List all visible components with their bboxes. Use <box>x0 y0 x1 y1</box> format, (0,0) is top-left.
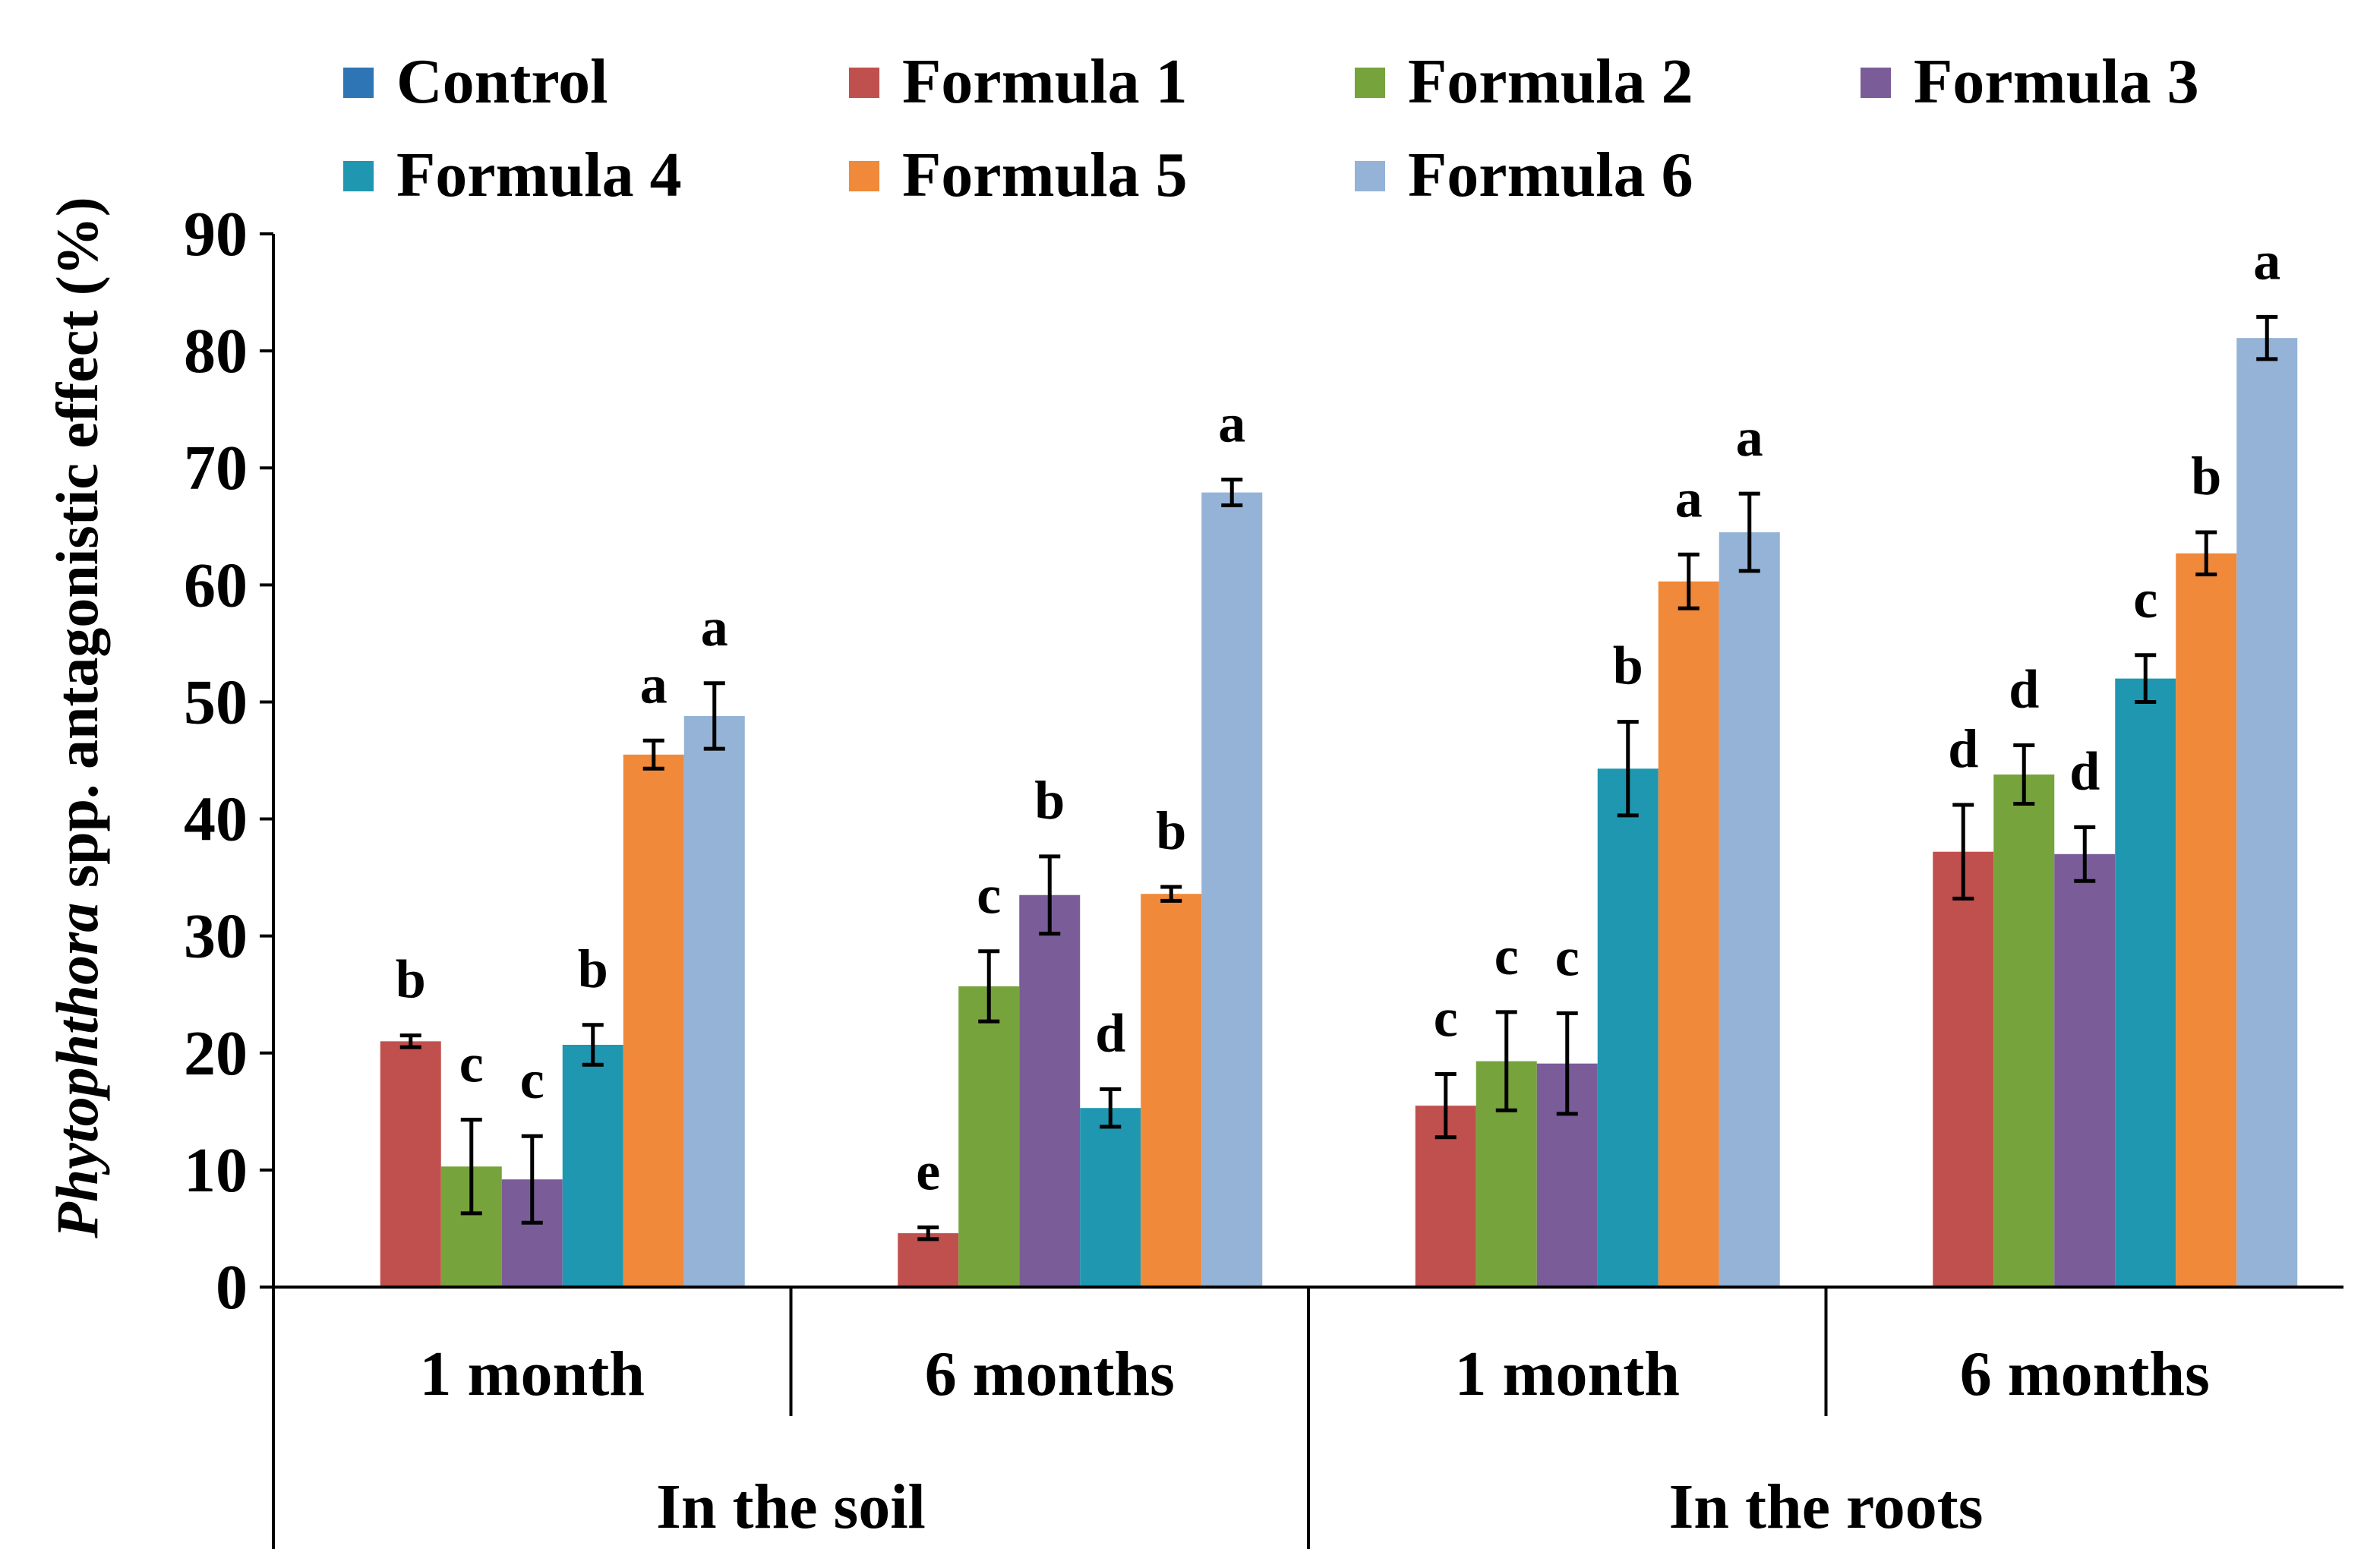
significance-letter: c <box>1434 988 1458 1049</box>
bar <box>380 1041 441 1287</box>
legend-label: Formula 2 <box>1408 46 1693 117</box>
bar <box>898 1233 959 1287</box>
legend-label: Control <box>396 46 608 117</box>
bar <box>623 754 684 1287</box>
y-tick-label: 50 <box>184 667 248 737</box>
significance-letter: a <box>1736 407 1763 468</box>
bar <box>1933 851 1994 1287</box>
significance-letter: c <box>1494 926 1519 986</box>
bar <box>1719 532 1780 1287</box>
legend-label: Formula 3 <box>1914 46 2199 117</box>
significance-letter: d <box>2009 658 2039 719</box>
bar <box>2236 338 2298 1287</box>
x-axis: 1 month 6 months 1 month 6 months In the soi… <box>272 1286 2343 1549</box>
category-label: 1 month <box>1455 1339 1680 1409</box>
significance-letter: b <box>2191 446 2221 506</box>
significance-letter: d <box>1948 718 1978 779</box>
bar <box>1201 492 1263 1287</box>
legend-swatch <box>1861 68 1891 98</box>
y-axis-label-italic: Phytophthora <box>44 903 110 1239</box>
legend: Control Formula 1 Formula 2 Formula 3 Formul… <box>343 46 2199 210</box>
category-label: 6 months <box>925 1339 1175 1409</box>
legend-swatch <box>1355 161 1385 191</box>
legend-label: Formula 1 <box>902 46 1188 117</box>
significance-letter: b <box>1613 636 1643 696</box>
y-axis: 0 10 20 30 40 50 60 70 80 90 <box>184 199 275 1323</box>
significance-letter: b <box>1156 800 1186 861</box>
legend-label: Formula 6 <box>1408 140 1693 210</box>
y-tick-label: 60 <box>184 550 248 620</box>
significance-letter: b <box>1034 770 1065 831</box>
bar <box>1080 1108 1141 1287</box>
y-tick-label: 0 <box>216 1252 248 1323</box>
significance-letter: c <box>520 1049 544 1110</box>
y-tick-label: 70 <box>184 433 248 503</box>
bar <box>2054 853 2116 1287</box>
bar <box>2176 553 2237 1287</box>
legend-label: Formula 5 <box>902 140 1188 210</box>
y-tick-label: 40 <box>184 784 248 855</box>
legend-swatch <box>343 161 374 191</box>
legend-swatch <box>1355 68 1385 98</box>
category-label: 6 months <box>1960 1339 2210 1409</box>
legend-swatch <box>849 68 879 98</box>
significance-letter: b <box>396 949 426 1010</box>
category-label: 1 month <box>420 1339 645 1409</box>
significance-letter: c <box>1555 926 1580 987</box>
significance-letter: d <box>2069 740 2100 801</box>
y-tick-label: 20 <box>184 1018 248 1089</box>
significance-letter: c <box>459 1033 484 1094</box>
bar <box>562 1044 623 1287</box>
group-label: In the roots <box>1669 1472 1984 1542</box>
legend-swatch <box>343 68 374 98</box>
y-tick-label: 80 <box>184 316 248 386</box>
legend-swatch <box>849 161 879 191</box>
significance-letter: a <box>1675 468 1703 528</box>
bar <box>683 715 745 1287</box>
significance-letter: b <box>578 939 608 999</box>
legend-label: Formula 4 <box>396 140 682 210</box>
significance-letter: a <box>640 654 668 715</box>
significance-letter: c <box>2133 569 2157 629</box>
y-tick-label: 30 <box>184 901 248 972</box>
group-label: In the soil <box>656 1472 926 1542</box>
bar <box>958 986 1020 1287</box>
bar <box>1019 894 1081 1287</box>
significance-letter: c <box>977 865 1001 926</box>
bar <box>1597 768 1659 1287</box>
bar <box>1993 774 2055 1287</box>
bar <box>1141 894 1202 1287</box>
significance-letter: d <box>1095 1003 1125 1064</box>
significance-letter: a <box>1218 393 1245 454</box>
y-axis-label: Phytophthora spp. antagonistic effect (%… <box>44 197 110 1238</box>
y-tick-label: 10 <box>184 1135 248 1206</box>
significance-letter: e <box>916 1141 940 1201</box>
y-axis-label-rest: spp. antagonistic effect (%) <box>44 197 110 902</box>
bar <box>1658 581 1719 1287</box>
bar <box>2115 678 2176 1287</box>
significance-letter: a <box>2253 230 2280 291</box>
significance-letter: a <box>701 597 728 658</box>
y-tick-label: 90 <box>184 199 248 270</box>
